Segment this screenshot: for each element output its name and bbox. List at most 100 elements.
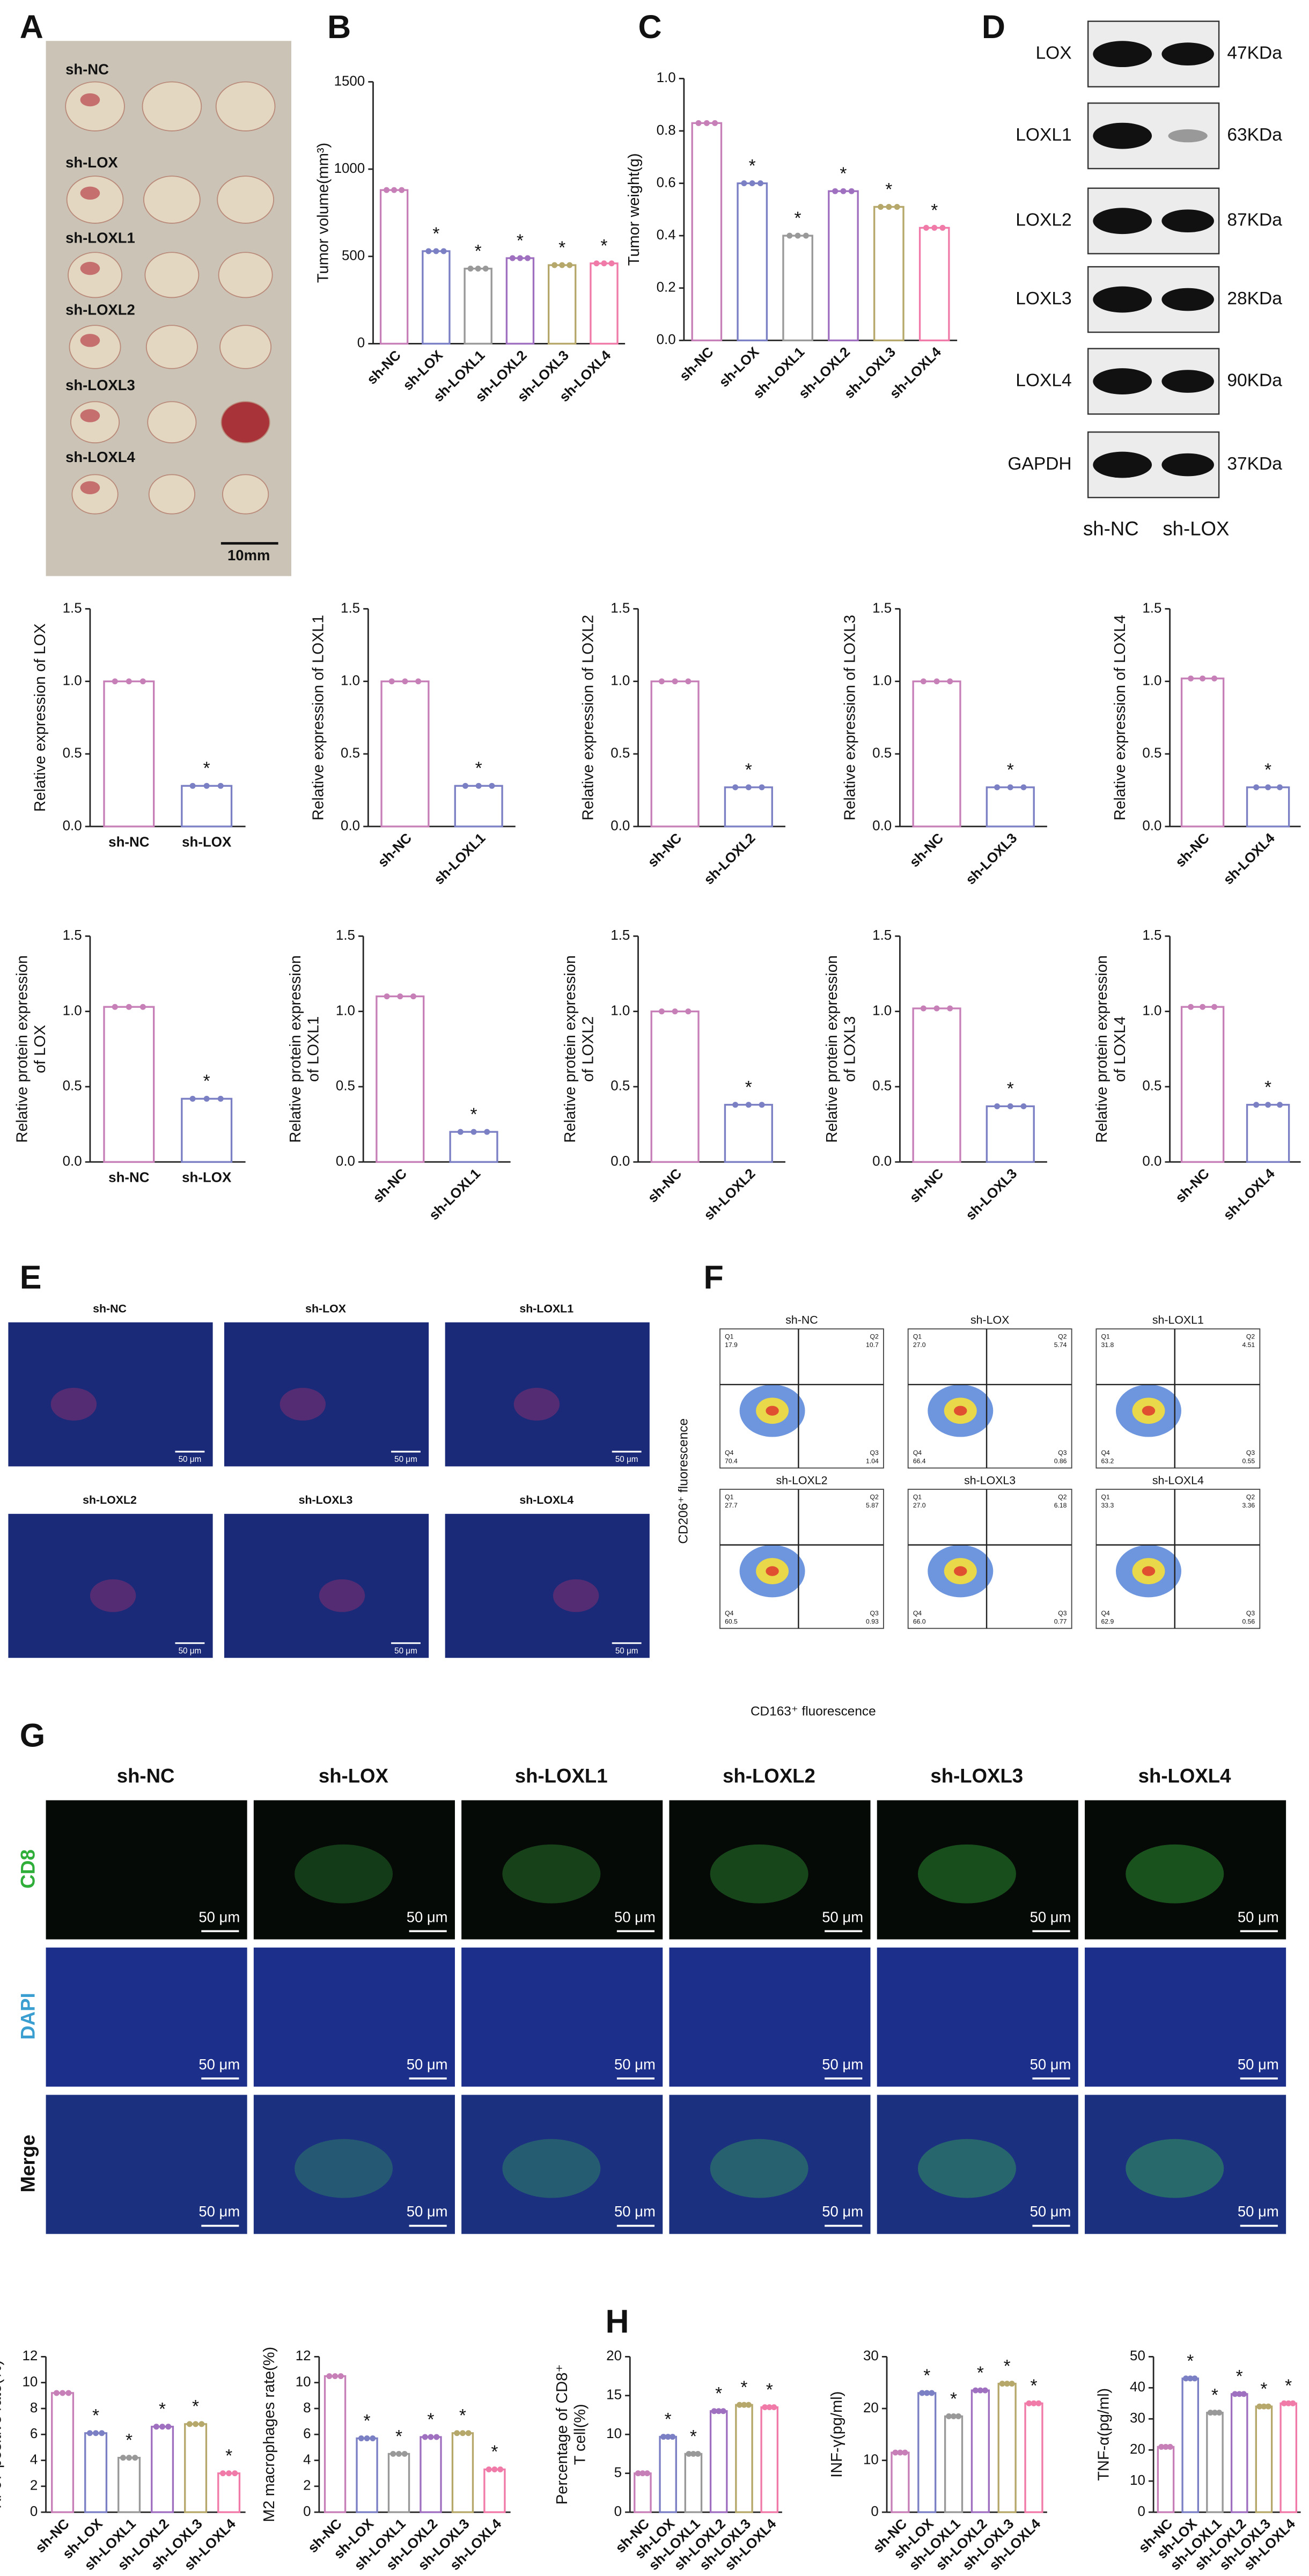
y-tick-label: 6	[303, 2426, 311, 2441]
significance-marker: *	[203, 759, 210, 779]
bar-dot	[65, 2390, 72, 2396]
blot-protein-label: GAPDH	[1008, 454, 1071, 474]
y-tick-label: 0.0	[872, 1154, 892, 1169]
y-axis-label: Percentage of CD8⁺	[554, 2364, 571, 2505]
y-tick-label: 0	[357, 335, 365, 350]
bar-dot	[1253, 1102, 1260, 1108]
scale-label: 50 μm	[394, 1646, 417, 1656]
y-tick-label: 1.5	[1142, 601, 1161, 616]
flow-quadrant-name: Q3	[1246, 1609, 1255, 1617]
bar	[590, 262, 619, 345]
significance-marker: *	[1236, 2367, 1243, 2387]
y-tick-label: 1.0	[611, 1003, 630, 1018]
if-image	[8, 1513, 213, 1658]
bar	[181, 785, 233, 828]
x-tick-label: sh-NC	[364, 348, 404, 387]
bar-dot	[396, 2450, 402, 2457]
bar-dot	[332, 2373, 339, 2380]
flow-quadrant-name: Q2	[1246, 1494, 1255, 1501]
bar-dot	[465, 2430, 472, 2436]
blot-protein-label: LOXL4	[1016, 370, 1071, 390]
significance-marker: *	[715, 2384, 722, 2404]
tumor	[218, 252, 273, 298]
scale-label: 50 μm	[1238, 2203, 1279, 2220]
flow-group-label: sh-LOXL2	[776, 1474, 827, 1487]
panel-letter: E	[20, 1259, 42, 1296]
if-signal	[280, 1388, 326, 1421]
scale-label: 10mm	[227, 547, 270, 564]
if-image	[46, 1800, 247, 1940]
bar	[356, 2437, 378, 2513]
y-tick-label: 1.5	[611, 928, 630, 943]
y-tick-label: 20	[863, 2401, 879, 2416]
x-tick-label: sh-LOXL1	[431, 831, 488, 888]
panel-letter: F	[703, 1259, 723, 1296]
y-axis-label: Relative expression of LOXL3	[842, 615, 859, 821]
flow-quadrant-name: Q2	[870, 1494, 879, 1501]
bar-dot	[1035, 2400, 1042, 2406]
significance-marker: *	[1264, 760, 1271, 780]
if-image	[8, 1322, 213, 1467]
bar-dot	[759, 1102, 765, 1108]
bar-dot	[999, 2381, 1005, 2387]
bar-dot	[741, 180, 747, 187]
bar-dot	[457, 1129, 464, 1135]
scale-label: 50 μm	[198, 2203, 240, 2220]
bar	[944, 2415, 964, 2513]
flow-quadrant-name: Q4	[913, 1609, 922, 1617]
bar-dot	[217, 1095, 224, 1102]
bar-dot	[1265, 2403, 1271, 2410]
bar-dot	[189, 782, 196, 789]
bar-dot	[947, 1005, 953, 1012]
bar	[181, 1097, 233, 1163]
y-tick-label: 0	[871, 2504, 878, 2519]
significance-marker: *	[600, 236, 607, 256]
y-axis-label: Relative expression of LOX	[32, 624, 49, 812]
significance-marker: *	[795, 208, 801, 228]
significance-marker: *	[395, 2427, 402, 2447]
bar	[1206, 2411, 1224, 2513]
bar-dot	[732, 1102, 739, 1108]
bar-dot	[217, 782, 224, 789]
if-group-label: sh-LOXL2	[83, 1494, 137, 1506]
bar-dot	[695, 2450, 701, 2457]
x-tick-label: sh-NC	[677, 345, 717, 384]
bar-dot	[994, 1103, 1001, 1109]
bar-dot	[690, 2450, 696, 2457]
bar-dot	[120, 2455, 126, 2461]
significance-marker: *	[364, 2411, 371, 2431]
y-tick-label: 10	[22, 2374, 38, 2389]
blot-size-label: 90KDa	[1227, 370, 1282, 390]
bar	[912, 680, 961, 828]
bar-dot	[786, 232, 793, 239]
flow-quadrant-name: Q4	[725, 1449, 733, 1457]
tumor-group-label: sh-LOX	[65, 154, 118, 171]
significance-marker: *	[1007, 1079, 1014, 1099]
flow-quadrant-value: 27.0	[913, 1341, 926, 1349]
y-axis-label: of LOXL2	[580, 1016, 597, 1082]
flow-quadrant-name: Q1	[913, 1494, 922, 1501]
bar	[1180, 1006, 1225, 1163]
bar-dot	[665, 2434, 671, 2440]
y-tick-label: 1.0	[1142, 1003, 1161, 1018]
bar-dot	[762, 2404, 768, 2411]
blot-size-label: 28KDa	[1227, 289, 1282, 309]
y-axis-label: Relative protein expression	[562, 955, 579, 1143]
bar-dot	[685, 678, 692, 685]
bar	[103, 1006, 155, 1163]
y-tick-label: 0.0	[336, 1154, 355, 1169]
bar-dot	[433, 248, 439, 254]
bar-dot	[454, 2430, 460, 2436]
bar-dot	[364, 2435, 370, 2441]
tumor	[70, 401, 120, 444]
significance-marker: *	[475, 759, 482, 779]
scale-label: 50 μm	[822, 2056, 863, 2073]
bar-dot	[112, 1004, 118, 1010]
if-group-label: sh-LOXL3	[930, 1765, 1023, 1787]
bar	[84, 2432, 108, 2513]
scale-label: 50 μm	[614, 2056, 656, 2073]
y-tick-label: 0.5	[63, 746, 82, 761]
flow-quadrant-name: Q1	[725, 1494, 733, 1501]
y-axis-label: T cell(%)	[571, 2404, 589, 2465]
